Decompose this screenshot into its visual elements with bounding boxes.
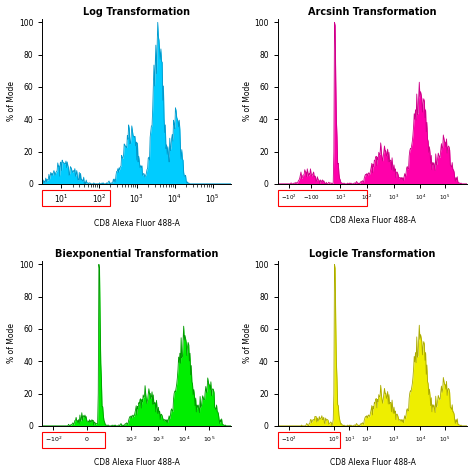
Title: Log Transformation: Log Transformation	[83, 7, 191, 17]
X-axis label: CD8 Alexa Fluor 488-A: CD8 Alexa Fluor 488-A	[329, 458, 415, 467]
Y-axis label: % of Mode: % of Mode	[243, 323, 252, 364]
Bar	[42, 190, 110, 206]
Title: Logicle Transformation: Logicle Transformation	[309, 249, 436, 259]
X-axis label: CD8 Alexa Fluor 488-A: CD8 Alexa Fluor 488-A	[329, 216, 415, 225]
X-axis label: CD8 Alexa Fluor 488-A: CD8 Alexa Fluor 488-A	[94, 458, 180, 467]
Y-axis label: % of Mode: % of Mode	[243, 82, 252, 121]
Y-axis label: % of Mode: % of Mode	[7, 82, 16, 121]
Bar	[278, 432, 340, 448]
Y-axis label: % of Mode: % of Mode	[7, 323, 16, 364]
Bar	[42, 432, 105, 448]
Bar	[278, 190, 367, 206]
Title: Arcsinh Transformation: Arcsinh Transformation	[308, 7, 437, 17]
Title: Biexponential Transformation: Biexponential Transformation	[55, 249, 219, 259]
X-axis label: CD8 Alexa Fluor 488-A: CD8 Alexa Fluor 488-A	[94, 219, 180, 228]
